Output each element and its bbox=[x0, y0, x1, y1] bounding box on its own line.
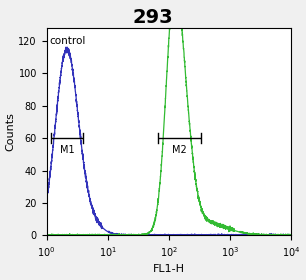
Text: control: control bbox=[50, 36, 86, 46]
Text: 293: 293 bbox=[133, 8, 173, 27]
Text: M2: M2 bbox=[172, 145, 187, 155]
Text: M1: M1 bbox=[60, 145, 75, 155]
X-axis label: FL1-H: FL1-H bbox=[153, 264, 185, 274]
Y-axis label: Counts: Counts bbox=[6, 112, 16, 151]
